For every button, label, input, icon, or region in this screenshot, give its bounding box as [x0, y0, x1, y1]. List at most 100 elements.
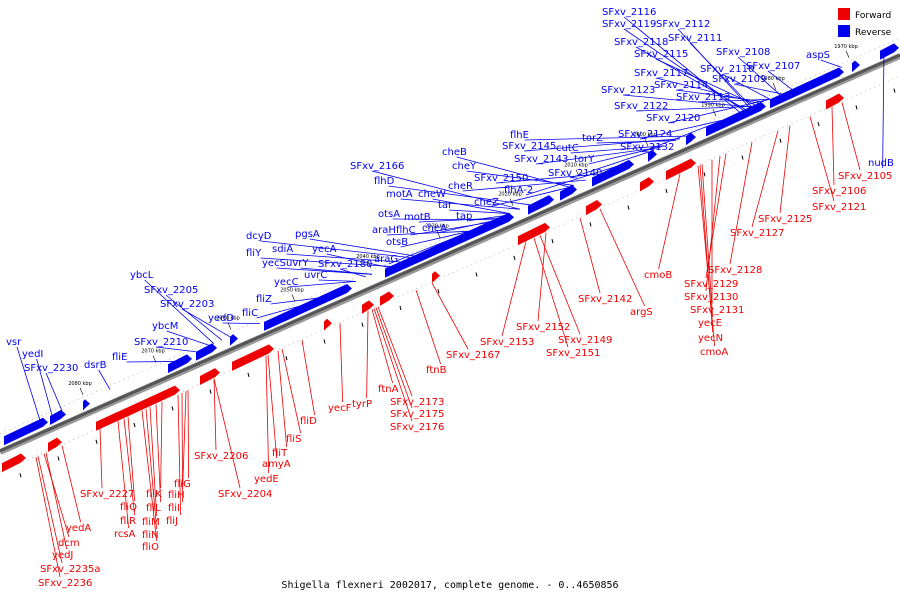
reverse-gene-label: SFxv_2166	[350, 161, 404, 172]
reverse-gene-block	[592, 159, 634, 187]
forward-gene-label: yecE	[698, 318, 722, 329]
leader-line	[523, 138, 681, 152]
leader-line	[36, 358, 53, 416]
leader-line	[535, 147, 661, 165]
reverse-gene-label: flhD	[374, 176, 395, 187]
leader-line	[166, 330, 211, 346]
leader-line	[371, 170, 521, 210]
leader-line	[149, 406, 158, 517]
reverse-gene-label: sdiA	[272, 244, 293, 255]
leader-line	[270, 297, 319, 305]
reverse-gene-block	[50, 409, 66, 425]
reverse-gene-block	[560, 185, 577, 201]
leader-line	[524, 135, 687, 141]
leader-line	[141, 410, 158, 542]
forward-gene-label: yecN	[698, 333, 723, 344]
forward-gene-label: SFxv_2227	[80, 489, 134, 500]
leader-line	[737, 56, 781, 96]
leader-line	[309, 238, 415, 257]
leader-line	[388, 234, 463, 265]
tick-mark	[436, 230, 441, 238]
tick-label: 1980 kbp	[761, 76, 785, 82]
leader-line	[301, 340, 316, 416]
leader-line	[767, 70, 793, 90]
reverse-gene-label: yecA	[312, 244, 337, 255]
reverse-gene-label: flhE	[510, 130, 529, 141]
forward-gene-label: argS	[630, 307, 653, 318]
reverse-gene-label: SFxv_2124	[618, 129, 672, 140]
leader-line	[288, 280, 357, 288]
reverse-gene-label: araG	[374, 254, 398, 265]
forward-gene-label: SFxv_2127	[730, 228, 784, 239]
leader-line	[525, 164, 621, 196]
reverse-gene-label: pgsA	[295, 229, 320, 240]
reverse-gene-label: SFxv_2132	[620, 142, 674, 153]
label-leader-lines	[16, 16, 885, 578]
leader-line	[260, 257, 391, 267]
leader-line	[436, 220, 495, 234]
reverse-gene-label: fliC	[242, 308, 258, 319]
reverse-gene-label: fliE	[112, 352, 127, 363]
leader-line	[371, 309, 394, 384]
leader-line	[462, 179, 587, 192]
tick-mark	[845, 50, 850, 58]
leader-line	[579, 217, 601, 294]
leader-line	[318, 279, 357, 282]
leader-line	[623, 16, 741, 113]
reverse-gene-label: fliZ	[256, 294, 272, 305]
leader-line	[277, 350, 288, 448]
leader-line	[213, 378, 241, 489]
tick-mark	[291, 294, 296, 302]
leader-line	[415, 289, 442, 365]
leader-line	[599, 208, 646, 307]
leader-line	[155, 404, 162, 503]
track-dash	[19, 473, 22, 478]
reverse-gene-label: SFxv_2180	[318, 259, 372, 270]
forward-gene-label: fliR	[120, 516, 136, 527]
reverse-gene-label: SFxv_2113	[676, 92, 730, 103]
leader-line	[16, 346, 41, 421]
forward-gene-label: SFxv_2142	[578, 294, 632, 305]
leader-line	[265, 355, 270, 474]
forward-gene-label: amyA	[262, 459, 291, 470]
backbone-line	[0, 53, 900, 453]
forward-gene-block	[518, 222, 550, 246]
forward-gene-label: fliD	[300, 416, 317, 427]
leader-line	[701, 164, 714, 318]
reverse-gene-label: cheW	[418, 189, 446, 200]
reverse-gene-label: SFxv_2210	[134, 337, 188, 348]
leader-line	[495, 173, 601, 184]
leader-line	[697, 98, 771, 103]
track-dash	[171, 406, 174, 411]
leader-line	[537, 232, 547, 322]
forward-gene-block	[586, 200, 602, 216]
tick-label: 2060 kbp	[216, 316, 240, 322]
leader-line	[596, 140, 677, 144]
reverse-gene-label: yecS	[262, 258, 286, 269]
leader-line	[61, 445, 82, 523]
leader-line	[182, 391, 187, 490]
forward-gene-label: SFxv_2152	[516, 322, 570, 333]
reverse-gene-label: SFxv_2150	[474, 173, 528, 184]
track-dash	[399, 305, 402, 311]
reverse-gene-label: yedD	[208, 313, 234, 324]
tick-label: 2030 kbp	[425, 224, 449, 230]
leader-line	[733, 83, 783, 95]
leader-line	[831, 106, 835, 186]
tick-mark	[79, 387, 84, 395]
leader-line	[667, 98, 771, 124]
track-dash	[323, 339, 326, 344]
leader-line	[276, 267, 373, 275]
reverse-gene-label: dsrB	[84, 360, 107, 371]
reverse-gene-block	[196, 343, 217, 361]
track-dash	[627, 205, 630, 210]
reverse-gene-label: SFxv_2115	[634, 49, 688, 60]
reverse-gene-block	[264, 284, 352, 331]
leader-line	[123, 418, 136, 516]
tick-label: 2000 kbp	[633, 132, 657, 138]
leader-line	[177, 394, 182, 516]
forward-gene-block	[2, 453, 26, 473]
leader-line	[127, 416, 136, 502]
leader-line	[697, 165, 716, 347]
